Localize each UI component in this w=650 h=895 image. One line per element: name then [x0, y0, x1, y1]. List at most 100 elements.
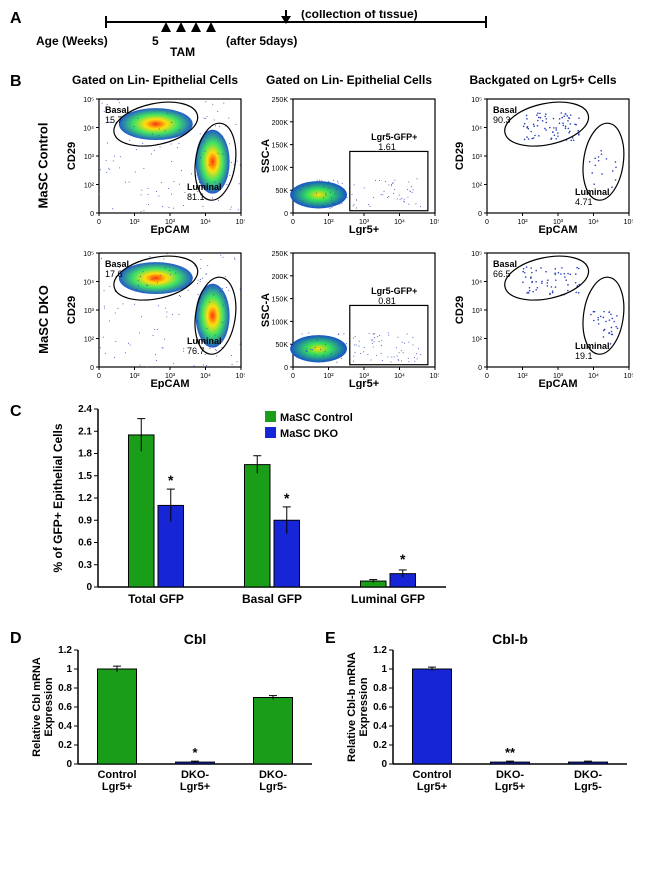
- svg-text:*: *: [284, 490, 290, 506]
- svg-text:10⁴: 10⁴: [83, 126, 94, 133]
- svg-text:4.71: 4.71: [575, 197, 593, 207]
- svg-text:10²: 10²: [472, 183, 483, 190]
- svg-text:1.5: 1.5: [78, 471, 92, 482]
- svg-text:0: 0: [381, 759, 387, 770]
- svg-text:10⁴: 10⁴: [471, 280, 482, 287]
- svg-text:10⁵: 10⁵: [471, 97, 482, 104]
- svg-text:TAM: TAM: [170, 45, 195, 59]
- svg-text:0: 0: [291, 219, 295, 226]
- svg-text:0.8: 0.8: [58, 683, 72, 694]
- svg-text:EpCAM: EpCAM: [538, 378, 577, 389]
- svg-text:76.7: 76.7: [187, 346, 205, 356]
- svg-text:EpCAM: EpCAM: [538, 224, 577, 235]
- row-label: MaSC DKO: [36, 285, 51, 354]
- panel-c: C 00.30.60.91.21.51.82.12.4% of GFP+ Epi…: [10, 403, 640, 618]
- svg-text:CD29: CD29: [454, 142, 466, 170]
- svg-text:Cbl-b: Cbl-b: [492, 631, 528, 647]
- svg-text:10⁴: 10⁴: [588, 219, 599, 226]
- svg-text:81.1: 81.1: [187, 192, 205, 202]
- svg-text:1.2: 1.2: [58, 645, 72, 656]
- svg-text:0: 0: [478, 365, 482, 372]
- facs-plot: Basal15.7Luminal81.1010²10³10⁴10⁵010²10³…: [65, 95, 245, 235]
- svg-text:10⁵: 10⁵: [430, 373, 439, 380]
- svg-text:19.1: 19.1: [575, 351, 593, 361]
- svg-text:10³: 10³: [472, 308, 483, 315]
- svg-text:MaSC Control: MaSC Control: [280, 412, 353, 424]
- svg-text:0: 0: [66, 759, 72, 770]
- svg-text:Total GFP: Total GFP: [128, 592, 184, 606]
- svg-text:**: **: [505, 745, 516, 760]
- svg-text:Basal: Basal: [493, 105, 517, 115]
- svg-text:Luminal: Luminal: [187, 182, 222, 192]
- svg-text:10³: 10³: [472, 154, 483, 161]
- svg-text:200K: 200K: [272, 274, 289, 281]
- svg-text:CD29: CD29: [66, 296, 78, 324]
- svg-text:1.61: 1.61: [378, 142, 396, 152]
- svg-text:66.5: 66.5: [493, 269, 511, 279]
- svg-text:0.2: 0.2: [373, 740, 387, 751]
- row-label: MaSC Control: [36, 122, 51, 208]
- svg-text:0: 0: [485, 219, 489, 226]
- svg-text:Basal GFP: Basal GFP: [242, 592, 302, 606]
- svg-text:10³: 10³: [84, 308, 95, 315]
- svg-text:1: 1: [381, 664, 387, 675]
- svg-text:10⁴: 10⁴: [394, 219, 405, 226]
- svg-text:DKO-: DKO-: [181, 769, 209, 781]
- svg-text:1.2: 1.2: [373, 645, 387, 656]
- svg-text:10³: 10³: [84, 154, 95, 161]
- svg-text:10²: 10²: [323, 373, 334, 380]
- svg-text:SSC-A: SSC-A: [260, 293, 272, 327]
- svg-text:Expression: Expression: [358, 677, 370, 737]
- panel-b: B Gated on Lin- Epithelial Cells Gated o…: [10, 73, 640, 389]
- svg-text:10⁴: 10⁴: [200, 373, 211, 380]
- facs-plot: Basal66.5Luminal19.1010²10³10⁴10⁵010²10³…: [453, 249, 633, 389]
- svg-text:*: *: [400, 551, 406, 567]
- svg-text:Lgr5+: Lgr5+: [349, 378, 379, 389]
- svg-text:10²: 10²: [84, 183, 95, 190]
- svg-text:% of GFP+ Epithelial Cells: % of GFP+ Epithelial Cells: [51, 423, 65, 572]
- svg-text:Lgr5+: Lgr5+: [495, 781, 525, 793]
- svg-text:10⁵: 10⁵: [83, 251, 94, 258]
- svg-text:10²: 10²: [323, 219, 334, 226]
- svg-text:Luminal GFP: Luminal GFP: [351, 592, 425, 606]
- svg-text:90.3: 90.3: [493, 115, 511, 125]
- col-header-2: Gated on Lin- Epithelial Cells: [252, 73, 446, 91]
- svg-text:200K: 200K: [272, 120, 289, 127]
- svg-text:10⁴: 10⁴: [588, 373, 599, 380]
- svg-text:EpCAM: EpCAM: [150, 378, 189, 389]
- svg-text:10⁵: 10⁵: [624, 373, 633, 380]
- svg-text:0: 0: [90, 211, 94, 218]
- svg-text:SSC-A: SSC-A: [260, 139, 272, 173]
- svg-text:2.4: 2.4: [78, 404, 92, 415]
- svg-text:0: 0: [478, 211, 482, 218]
- svg-text:250K: 250K: [272, 97, 289, 104]
- svg-text:EpCAM: EpCAM: [150, 224, 189, 235]
- svg-text:(collection of tissue): (collection of tissue): [301, 10, 418, 21]
- svg-text:0: 0: [284, 365, 288, 372]
- svg-text:10²: 10²: [517, 219, 528, 226]
- svg-text:Lgr5-GFP+: Lgr5-GFP+: [371, 286, 417, 296]
- panel-b-label: B: [10, 73, 28, 91]
- facs-plot: Lgr5-GFP+1.61050K100K150K200K250K010²10³…: [259, 95, 439, 235]
- svg-text:Basal: Basal: [493, 259, 517, 269]
- panel-e: E Cbl-b00.20.40.60.811.2Relative Cbl-b m…: [325, 630, 640, 805]
- svg-text:Lgr5+: Lgr5+: [102, 781, 132, 793]
- svg-text:10⁵: 10⁵: [624, 219, 633, 226]
- panel-a: A Age (Weeks) 5 TAM (after 5days) (colle…: [10, 10, 640, 65]
- panel-c-label: C: [10, 403, 22, 421]
- svg-text:10⁵: 10⁵: [430, 219, 439, 226]
- svg-text:Basal: Basal: [105, 259, 129, 269]
- svg-text:DKO-: DKO-: [574, 769, 602, 781]
- svg-text:10⁴: 10⁴: [200, 219, 211, 226]
- svg-text:2.1: 2.1: [78, 426, 92, 437]
- svg-text:0.6: 0.6: [373, 702, 387, 713]
- facs-plot: Basal17.6Luminal76.7010²10³10⁴10⁵010²10³…: [65, 249, 245, 389]
- svg-text:0: 0: [97, 219, 101, 226]
- svg-text:0: 0: [485, 373, 489, 380]
- col-header-1: Gated on Lin- Epithelial Cells: [58, 73, 252, 91]
- svg-text:10⁴: 10⁴: [471, 126, 482, 133]
- svg-text:10²: 10²: [472, 337, 483, 344]
- svg-text:10⁴: 10⁴: [394, 373, 405, 380]
- svg-text:0: 0: [284, 211, 288, 218]
- svg-text:100K: 100K: [272, 319, 289, 326]
